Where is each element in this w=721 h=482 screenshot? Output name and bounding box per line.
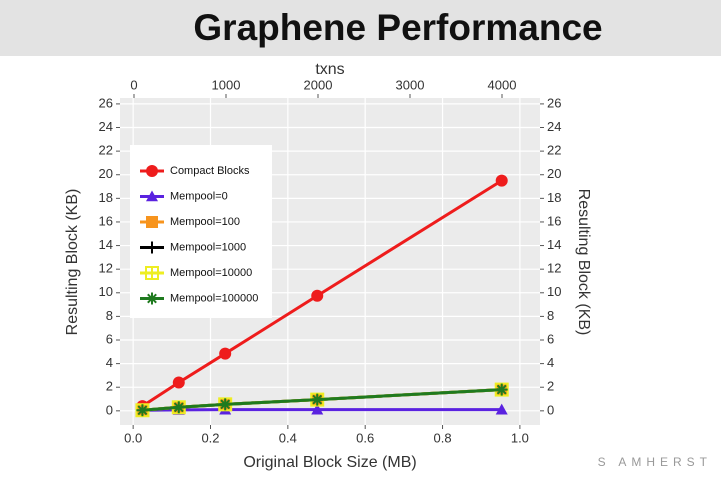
y-tick-label: 0 [106,402,113,417]
y2-tick-label: 26 [547,95,561,110]
marker-part [312,394,323,405]
marker [172,376,185,389]
marker [495,403,508,415]
marker-part [147,293,157,304]
marker [145,266,159,280]
y2-tick-label: 6 [547,331,554,346]
marker [311,403,324,415]
marker-part [495,174,508,187]
x2-tick-label: 1000 [212,77,241,92]
x-tick-label: 0.2 [201,430,219,445]
marker-part [146,165,158,177]
marker-part [146,190,158,202]
marker [146,165,158,177]
y2-axis-label: Resulting Block (KB) [575,189,592,336]
y2-tick-label: 18 [547,190,561,205]
marker [146,241,158,254]
y-tick-label: 24 [99,119,113,134]
x-tick-label: 0.0 [124,430,142,445]
marker [146,216,158,228]
y-tick-label: 22 [99,143,113,158]
x2-tick-label: 3000 [396,77,425,92]
x-tick-label: 0.6 [356,430,374,445]
x-tick-label: 0.4 [279,430,297,445]
y-tick-label: 6 [106,331,113,346]
x-axis-label: Original Block Size (MB) [243,454,416,471]
legend-label: Mempool=10000 [170,267,252,279]
y2-tick-label: 2 [547,379,554,394]
marker-part [311,289,324,302]
legend-label: Mempool=1000 [170,241,246,253]
x2-tick-label: 0 [130,77,137,92]
legend: Compact Blocks Mempool=0 Mempool=100 Mempoo… [130,145,272,318]
marker [136,404,149,417]
marker [311,393,324,406]
marker [146,292,158,305]
x2-tick-label: 4000 [488,77,517,92]
marker-part [137,405,148,416]
marker-part [146,216,158,228]
y-tick-label: 10 [99,284,113,299]
y-axis-label: Resulting Block (KB) [64,189,81,336]
title-bar [0,0,721,56]
marker-part [496,384,507,395]
y-tick-label: 26 [99,95,113,110]
legend-label: Mempool=0 [170,190,228,202]
x-tick-label: 1.0 [511,430,529,445]
y-tick-label: 4 [106,355,113,370]
marker-part [172,376,185,389]
legend-label: Mempool=100 [170,216,240,228]
legend-label: Mempool=100000 [170,292,258,304]
marker [311,289,324,302]
marker-part [173,402,184,413]
marker-part [495,403,508,415]
y2-tick-label: 10 [547,284,561,299]
y2-tick-label: 0 [547,402,554,417]
y2-tick-label: 16 [547,213,561,228]
x2-axis-label: txns [315,61,344,78]
y-tick-label: 14 [99,237,113,252]
y2-tick-label: 14 [547,237,561,252]
y2-tick-label: 20 [547,166,561,181]
marker-part [219,347,232,360]
y2-tick-label: 22 [547,143,561,158]
marker [495,383,508,396]
watermark: S AMHERST [598,455,712,469]
y-tick-label: 18 [99,190,113,205]
marker [219,398,232,411]
slide-title: Graphene Performance [193,7,602,48]
y2-tick-label: 4 [547,355,554,370]
x-tick-label: 0.8 [434,430,452,445]
marker [146,190,158,202]
y-tick-label: 16 [99,213,113,228]
y2-tick-label: 12 [547,261,561,276]
lines [135,174,509,418]
legend-label: Compact Blocks [170,165,250,177]
marker [219,347,232,360]
series-line [142,408,502,412]
y-tick-label: 12 [99,261,113,276]
marker [172,401,185,414]
marker-part [220,399,231,410]
y-tick-label: 20 [99,166,113,181]
y2-tick-label: 8 [547,308,554,323]
marker-part [311,403,324,415]
x2-tick-label: 2000 [304,77,333,92]
y-tick-label: 8 [106,308,113,323]
marker [495,174,508,187]
y2-tick-label: 24 [547,119,561,134]
y-tick-label: 2 [106,379,113,394]
